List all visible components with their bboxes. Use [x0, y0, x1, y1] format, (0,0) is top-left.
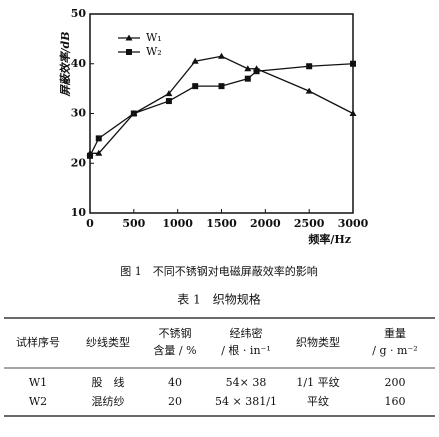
marker-triangle — [125, 34, 133, 41]
marker-square — [130, 110, 137, 117]
table-header: 经纬密 — [230, 326, 263, 340]
table-cell: 54 × 381/1 — [215, 395, 277, 408]
marker-square — [126, 49, 132, 55]
x-tick-label: 0 — [86, 217, 94, 230]
y-axis-label: 屏蔽效率/dB — [59, 31, 72, 97]
marker-triangle — [244, 65, 252, 72]
table-header: 纱线类型 — [86, 335, 130, 349]
marker-square — [350, 60, 356, 67]
marker-square — [253, 68, 260, 75]
table-header: 重量 — [384, 326, 406, 340]
x-tick-label: 1000 — [162, 217, 193, 230]
marker-square — [218, 83, 225, 90]
table-cell: 平纹 — [307, 394, 329, 408]
table-cell: 160 — [385, 395, 406, 408]
table-header: 不锈钢 — [159, 327, 192, 340]
table-cell: W2 — [29, 395, 47, 408]
y-tick-label: 40 — [71, 57, 87, 70]
figure-caption: 图 1 不同不锈钢对电磁屏蔽效率的影响 — [120, 264, 318, 278]
marker-triangle — [191, 57, 199, 64]
marker-square — [192, 83, 199, 90]
marker-square — [95, 135, 102, 142]
marker-square — [87, 152, 93, 159]
marker-triangle — [95, 149, 103, 156]
table-cell: W1 — [29, 376, 47, 389]
table-title: 表 1 织物规格 — [177, 292, 260, 307]
y-tick-label: 10 — [71, 206, 87, 219]
legend-label: W₂ — [146, 45, 162, 58]
table-header: / g · m⁻² — [372, 344, 417, 357]
table-cell: 54× 38 — [226, 376, 267, 389]
y-tick-label: 20 — [71, 156, 87, 169]
x-tick-label: 2000 — [250, 217, 281, 230]
plot-frame — [89, 13, 354, 214]
table-header: 含量 / % — [153, 343, 196, 357]
y-tick-label: 50 — [71, 7, 87, 20]
marker-square — [165, 98, 172, 105]
x-tick-label: 500 — [122, 217, 145, 230]
table-cell: 混纺纱 — [92, 394, 125, 408]
x-tick-label: 1500 — [206, 217, 237, 230]
marker-triangle — [305, 87, 313, 94]
table-header: 织物类型 — [296, 335, 340, 349]
table-cell: 20 — [168, 395, 182, 408]
series-line — [90, 55, 354, 154]
table-cell: 200 — [385, 376, 406, 389]
marker-triangle — [165, 90, 173, 97]
table-header: 试样序号 — [16, 335, 60, 349]
x-axis-label: 频率/Hz — [308, 232, 351, 246]
marker-triangle — [218, 52, 225, 59]
table-cell: 1/1 平纹 — [296, 375, 339, 389]
table-cell: 股 线 — [92, 375, 125, 389]
legend-label: W₁ — [146, 31, 162, 44]
y-tick-label: 30 — [71, 107, 87, 120]
table-header: / 根 · in⁻¹ — [221, 343, 271, 357]
x-tick-label: 2500 — [294, 217, 325, 230]
marker-square — [306, 63, 313, 70]
x-tick-label: 3000 — [338, 217, 369, 230]
marker-triangle — [349, 110, 357, 116]
marker-square — [244, 75, 251, 82]
table-cell: 40 — [168, 376, 182, 389]
series-line — [89, 63, 354, 157]
